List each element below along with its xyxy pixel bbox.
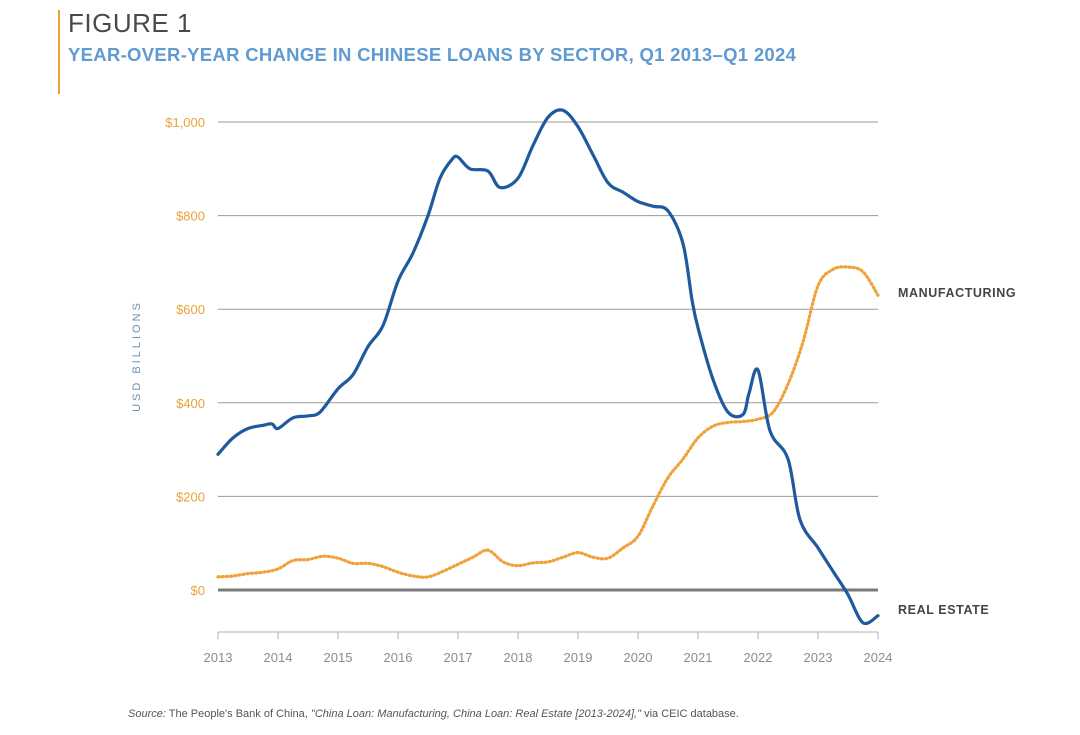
- source-prefix: Source:: [128, 708, 166, 720]
- x-tick-label: 2017: [444, 650, 473, 665]
- x-tick-label: 2024: [864, 650, 893, 665]
- figure-label: FIGURE 1: [68, 8, 192, 38]
- source-italic-title: "China Loan: Manufacturing, China Loan: …: [310, 708, 642, 720]
- x-tick-label: 2019: [564, 650, 593, 665]
- x-tick-label: 2013: [204, 650, 233, 665]
- y-tick-label: $0: [191, 583, 205, 598]
- series-line-real-estate: [216, 108, 880, 626]
- x-tick-label: 2020: [624, 650, 653, 665]
- x-tick-label: 2016: [384, 650, 413, 665]
- series-label-real-estate: REAL ESTATE: [898, 603, 989, 617]
- source-suffix: via CEIC database.: [641, 708, 739, 720]
- x-tick-label: 2015: [324, 650, 353, 665]
- accent-bar: [58, 10, 60, 94]
- x-tick-label: 2022: [744, 650, 773, 665]
- y-tick-label: $800: [176, 209, 205, 224]
- x-tick-label: 2023: [804, 650, 833, 665]
- source-text: The People's Bank of China,: [165, 708, 311, 720]
- y-axis-label: USD BILLIONS: [131, 300, 143, 412]
- x-tick-label: 2014: [264, 650, 293, 665]
- y-tick-label: $1,000: [165, 115, 205, 130]
- source-note: Source: The People's Bank of China, "Chi…: [128, 708, 739, 720]
- y-tick-label: $600: [176, 302, 205, 317]
- x-tick-label: 2018: [504, 650, 533, 665]
- x-tick-label: 2021: [684, 650, 713, 665]
- figure-title: YEAR-OVER-YEAR CHANGE IN CHINESE LOANS B…: [68, 44, 797, 65]
- series-line-manufacturing: [216, 265, 880, 579]
- y-tick-label: $400: [176, 396, 205, 411]
- y-tick-label: $200: [176, 489, 205, 504]
- series-label-manufacturing: MANUFACTURING: [898, 286, 1016, 300]
